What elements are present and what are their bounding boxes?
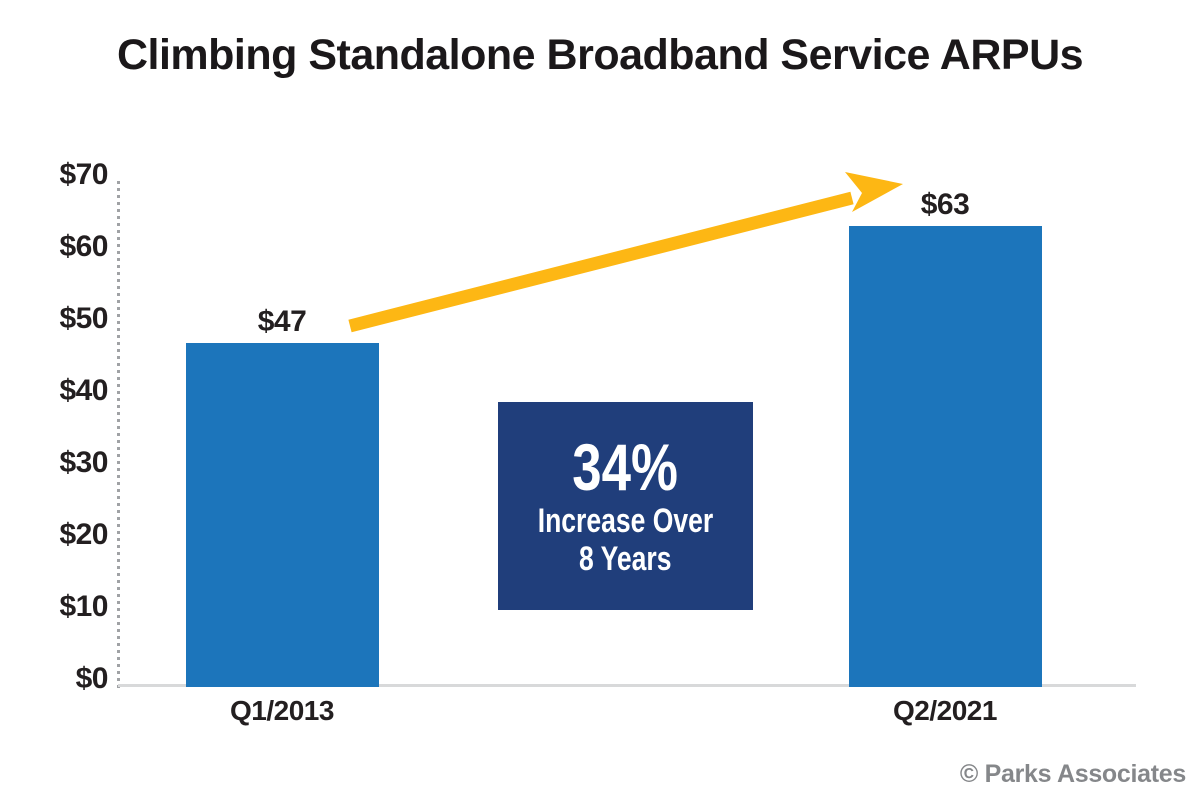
y-tick-label: $60 <box>59 230 108 263</box>
x-category-label-q1-2013: Q1/2013 <box>230 695 334 726</box>
bar-q1-2013 <box>186 343 379 687</box>
y-tick-label: $20 <box>59 518 108 551</box>
y-tick-label: $0 <box>75 662 109 695</box>
bar-q2-2021 <box>849 226 1042 687</box>
y-tick-label: $40 <box>59 374 108 407</box>
annotation-headline: 34% <box>572 430 679 505</box>
arrow-shaft <box>348 191 854 333</box>
increase-annotation-box: 34% Increase Over 8 Years <box>498 402 753 610</box>
annotation-subline-2: 8 Years <box>579 539 672 578</box>
copyright-credit: © Parks Associates <box>959 760 1186 788</box>
annotation-subline-1: Increase Over <box>537 502 714 541</box>
x-axis-baseline <box>118 684 1136 687</box>
y-tick-label: $50 <box>59 302 108 335</box>
bar-value-label-q2-2021: $63 <box>920 188 970 222</box>
y-tick-label: $10 <box>59 590 108 623</box>
y-tick-label: $70 <box>59 158 108 191</box>
y-tick-label: $30 <box>59 446 108 479</box>
y-axis-dotted-line <box>117 181 120 688</box>
bar-value-label-q1-2013: $47 <box>257 305 307 339</box>
x-category-label-q2-2021: Q2/2021 <box>893 695 997 726</box>
chart-title: Climbing Standalone Broadband Service AR… <box>116 31 1084 79</box>
